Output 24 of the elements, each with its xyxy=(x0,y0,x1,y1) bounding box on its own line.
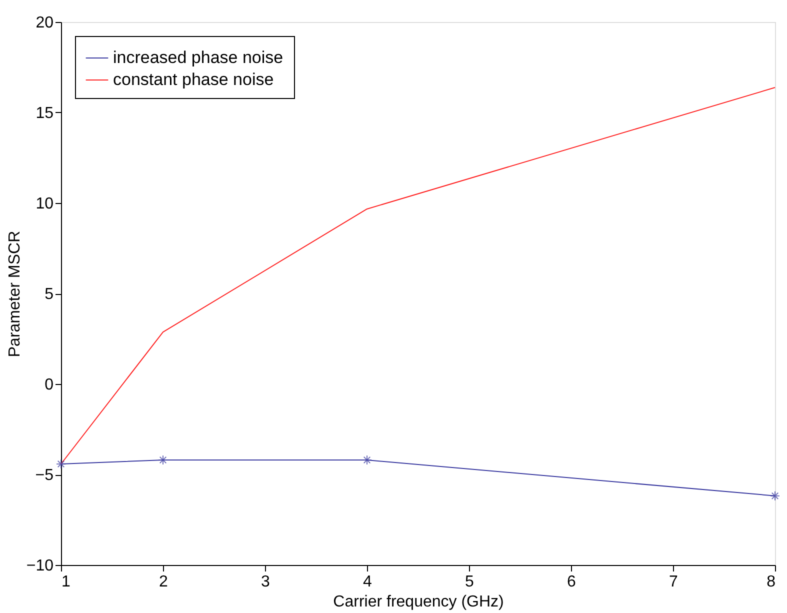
x-tick-label: 3 xyxy=(261,574,270,590)
y-tick-label: 20 xyxy=(36,14,54,32)
x-tick-label: 1 xyxy=(62,574,70,590)
x-tick-label: 2 xyxy=(159,574,168,590)
line-series xyxy=(60,87,776,464)
legend-label: increased phase noise xyxy=(113,48,284,67)
point xyxy=(770,490,780,501)
y-tick-label: 15 xyxy=(36,105,54,122)
point xyxy=(158,455,168,465)
y-tick-label: 0 xyxy=(44,376,54,394)
x-tick-label: 5 xyxy=(465,574,474,590)
y-tick-label: 5 xyxy=(44,286,54,303)
legend-label: constant phase noise xyxy=(113,70,274,89)
y-tick-label: 10 xyxy=(36,196,54,212)
y-tick-label: −5 xyxy=(35,467,54,484)
x-axis-title: Carrier frequency (GHz) xyxy=(333,594,504,610)
x-tick-label: 7 xyxy=(669,574,678,590)
y-tick-label: −10 xyxy=(26,558,54,574)
x-tick-label: 6 xyxy=(567,574,576,590)
point xyxy=(56,459,66,469)
y-axis-title: Parameter MSCR xyxy=(6,230,24,358)
point xyxy=(362,455,372,465)
x-tick-label: 8 xyxy=(766,574,776,590)
x-tick-label: 4 xyxy=(363,574,372,590)
